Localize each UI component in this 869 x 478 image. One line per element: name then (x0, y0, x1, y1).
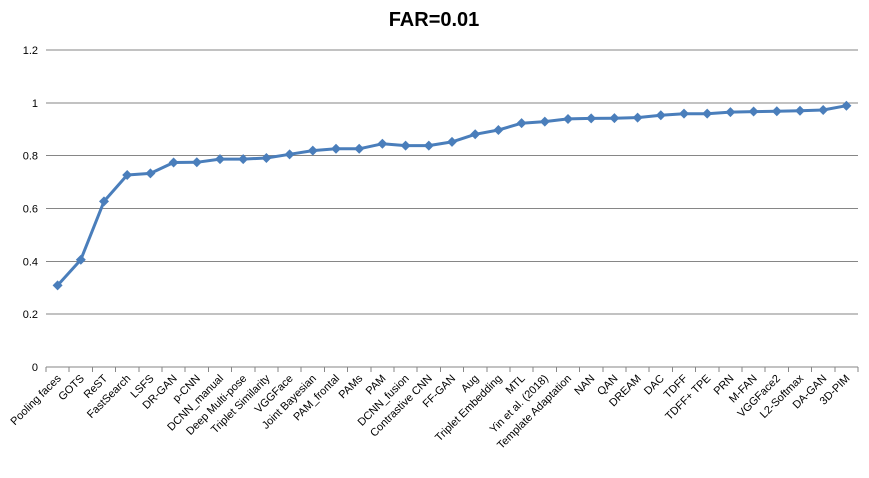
data-point-marker (168, 157, 179, 168)
data-point-marker (99, 196, 109, 207)
data-point-marker (841, 100, 852, 111)
data-point-marker (284, 149, 295, 160)
data-point-marker (632, 112, 643, 123)
chart-title: FAR=0.01 (389, 9, 480, 31)
gridlines (46, 49, 858, 315)
x-tick-label: Pooling faces (9, 372, 65, 428)
x-axis: Pooling facesGOTSReSTFastSearchLSFSDR-GA… (9, 366, 859, 452)
data-point-marker (307, 145, 318, 156)
data-point-marker (795, 105, 805, 116)
data-point-marker (261, 153, 272, 164)
data-point-marker (516, 118, 527, 129)
data-point-marker (331, 143, 341, 154)
data-point-marker (215, 154, 225, 165)
data-point-marker (400, 140, 411, 151)
data-point-marker (423, 140, 434, 151)
y-tick-label: 1.2 (23, 45, 38, 57)
data-point-marker (586, 113, 597, 124)
y-tick-label: 0.6 (23, 204, 38, 216)
data-point-marker (122, 169, 133, 180)
data-point-marker (377, 138, 388, 149)
data-point-marker (702, 108, 713, 119)
data-point-marker (563, 113, 573, 124)
series (52, 100, 852, 291)
y-tick-label: 0 (32, 362, 38, 374)
data-point-marker (52, 280, 63, 291)
data-point-marker (493, 125, 504, 136)
y-axis: 0 0.2 0.4 0.6 0.8 1 1.2 (23, 45, 38, 374)
data-point-marker (818, 104, 829, 115)
data-point-marker (725, 107, 736, 118)
y-tick-label: 0.4 (23, 256, 38, 268)
data-point-marker (75, 254, 86, 265)
data-point-marker (748, 106, 759, 117)
x-tick-label: NAN (572, 373, 597, 398)
y-tick-label: 1 (32, 98, 38, 110)
y-tick-label: 0.8 (23, 151, 38, 163)
x-tick-label: GOTS (56, 373, 87, 404)
data-point-marker (145, 168, 156, 179)
data-point-marker (354, 143, 365, 154)
data-point-marker (191, 157, 202, 168)
y-tick-label: 0.2 (23, 309, 38, 321)
data-point-marker (470, 129, 481, 140)
data-point-marker (539, 116, 550, 127)
data-point-marker (679, 108, 689, 119)
data-point-marker (609, 113, 620, 124)
data-point-marker (238, 154, 249, 165)
series-line (56, 104, 847, 287)
data-point-marker (447, 136, 457, 147)
x-tick-label: PAMs (337, 372, 366, 401)
data-point-marker (655, 110, 666, 121)
data-point-marker (771, 106, 782, 117)
